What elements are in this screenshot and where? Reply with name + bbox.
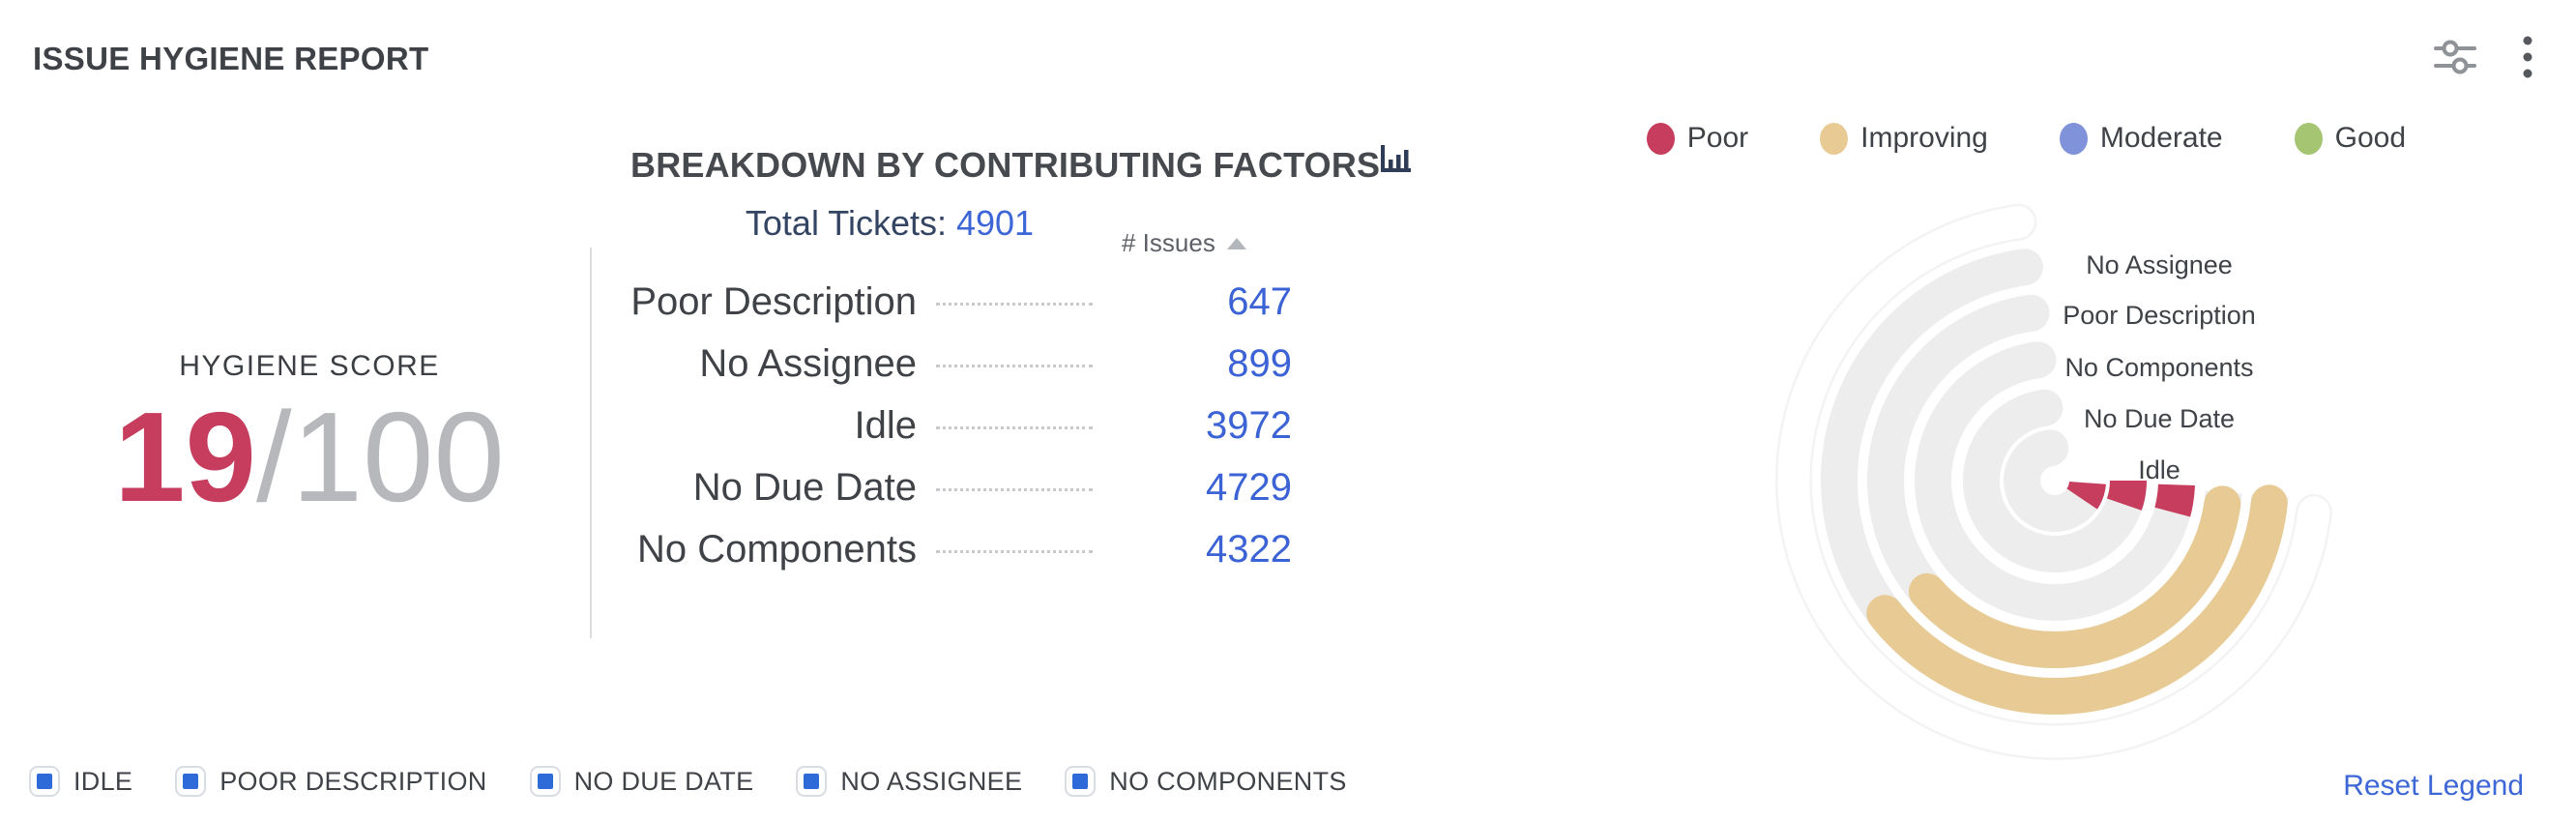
factor-label: No Components [636, 527, 917, 571]
status-legend: Poor Improving Moderate Good [1646, 122, 2406, 155]
factor-leader [936, 364, 1093, 367]
filter-sliders-icon[interactable] [2433, 37, 2477, 77]
ring-label: No Components [2064, 353, 2254, 382]
reset-legend-link[interactable]: Reset Legend [2343, 770, 2524, 802]
ring-label: No Due Date [2083, 404, 2236, 433]
ring-track [1963, 389, 2147, 572]
factor-label: Poor Description [630, 279, 917, 323]
report-title: ISSUE HYGIENE REPORT [33, 41, 429, 76]
legend-item-good[interactable]: Good [2294, 122, 2406, 155]
factor-value[interactable]: 3972 [1206, 403, 1292, 447]
sort-ascending-icon [1226, 237, 1246, 249]
score-table-divider [590, 248, 592, 638]
ring-label: No Assignee [2086, 250, 2233, 279]
legend-item-improving[interactable]: Improving [1820, 122, 1988, 155]
legend-toggle-no-due-date[interactable]: NO DUE DATE [529, 766, 754, 797]
legend-toggle-label: IDLE [73, 766, 133, 796]
legend-checkbox-icon [175, 766, 207, 797]
ring-arc[interactable] [1866, 484, 2288, 715]
legend-label: Good [2334, 122, 2406, 154]
ring-track-cap [2026, 389, 2064, 426]
ring-track-cap [2005, 249, 2043, 286]
ring-arc[interactable] [2106, 480, 2147, 511]
legend-checkbox-icon [1065, 766, 1097, 797]
factor-label: No Assignee [699, 341, 917, 385]
table-row: No Due Date 4729 [627, 456, 1292, 518]
legend-item-moderate[interactable]: Moderate [2059, 122, 2223, 155]
kebab-menu-icon[interactable] [2522, 35, 2533, 79]
legend-checkbox-icon [29, 766, 60, 797]
legend-toggle-label: POOR DESCRIPTION [220, 766, 487, 796]
legend-dot [1646, 122, 1675, 155]
legend-toggle-label: NO DUE DATE [573, 766, 754, 796]
ring-arc[interactable] [1908, 485, 2241, 668]
hygiene-score-label: HYGIENE SCORE [179, 350, 440, 382]
factor-value[interactable]: 4729 [1206, 465, 1292, 509]
header-controls [2433, 35, 2533, 79]
table-row: Idle 3972 [627, 395, 1293, 456]
ring-track [2004, 429, 2106, 532]
total-tickets-label: Total Tickets: [745, 203, 947, 243]
ring-label: Idle [2138, 455, 2181, 484]
factor-leader [936, 425, 1093, 429]
total-tickets-value[interactable]: 4901 [955, 203, 1035, 243]
legend-checkbox-icon [529, 766, 561, 797]
legend-dot [2059, 122, 2088, 155]
hygiene-score: 19/100 [58, 390, 561, 525]
table-row: Poor Description 647 [627, 271, 1292, 333]
bottom-legend: IDLE POOR DESCRIPTION NO DUE DATE NO ASS… [29, 766, 1347, 797]
legend-toggle-label: NO COMPONENTS [1109, 766, 1347, 796]
factor-value[interactable]: 899 [1227, 341, 1292, 385]
legend-item-poor[interactable]: Poor [1646, 122, 1749, 155]
factor-leader [936, 302, 1093, 306]
ring-track-cap [2019, 341, 2057, 379]
ghost-ring-inner [1777, 206, 2330, 758]
factor-leader [936, 487, 1093, 491]
factors-table: Poor Description 647 No Assignee 899 Idl… [627, 271, 1292, 580]
factor-label: Idle [854, 403, 918, 447]
legend-toggle-no-components[interactable]: NO COMPONENTS [1065, 766, 1346, 797]
table-row: No Assignee 899 [627, 333, 1292, 395]
table-row: No Components 4322 [627, 518, 1292, 580]
legend-toggle-poor-description[interactable]: POOR DESCRIPTION [175, 766, 486, 797]
legend-toggle-idle[interactable]: IDLE [29, 766, 132, 797]
factor-value[interactable]: 4322 [1206, 527, 1292, 571]
total-tickets: Total Tickets: 4901 [619, 203, 1160, 244]
ring-arc[interactable] [2154, 483, 2195, 517]
hygiene-score-value: 19 [114, 386, 256, 528]
ring-track [1915, 341, 2195, 621]
legend-checkbox-icon [796, 766, 828, 797]
ring-label: Poor Description [2063, 301, 2256, 330]
radial-chart: No Assignee Poor Description No Componen… [1750, 174, 2350, 774]
ring-track-cap [2032, 429, 2069, 467]
hygiene-score-max: /100 [255, 386, 505, 528]
legend-toggle-no-assignee[interactable]: NO ASSIGNEE [796, 766, 1022, 797]
issues-column-header-label: # Issues [1122, 228, 1215, 257]
legend-label: Poor [1686, 122, 1749, 154]
legend-toggle-label: NO ASSIGNEE [840, 766, 1023, 796]
legend-label: Moderate [2099, 122, 2223, 154]
legend-label: Improving [1860, 122, 1988, 154]
ring-arc[interactable] [2065, 480, 2106, 510]
radial-chart-svg [1775, 203, 2332, 760]
ring-track-cap [2012, 294, 2050, 332]
bar-chart-icon[interactable] [1380, 143, 1413, 174]
factor-value[interactable]: 647 [1227, 279, 1292, 323]
breakdown-heading: BREAKDOWN BY CONTRIBUTING FACTORS [630, 145, 1381, 185]
factor-label: No Due Date [692, 465, 917, 509]
issues-column-header[interactable]: # Issues [1122, 228, 1246, 258]
legend-dot [1820, 122, 1849, 155]
legend-dot [2294, 122, 2323, 155]
factor-leader [936, 549, 1093, 553]
